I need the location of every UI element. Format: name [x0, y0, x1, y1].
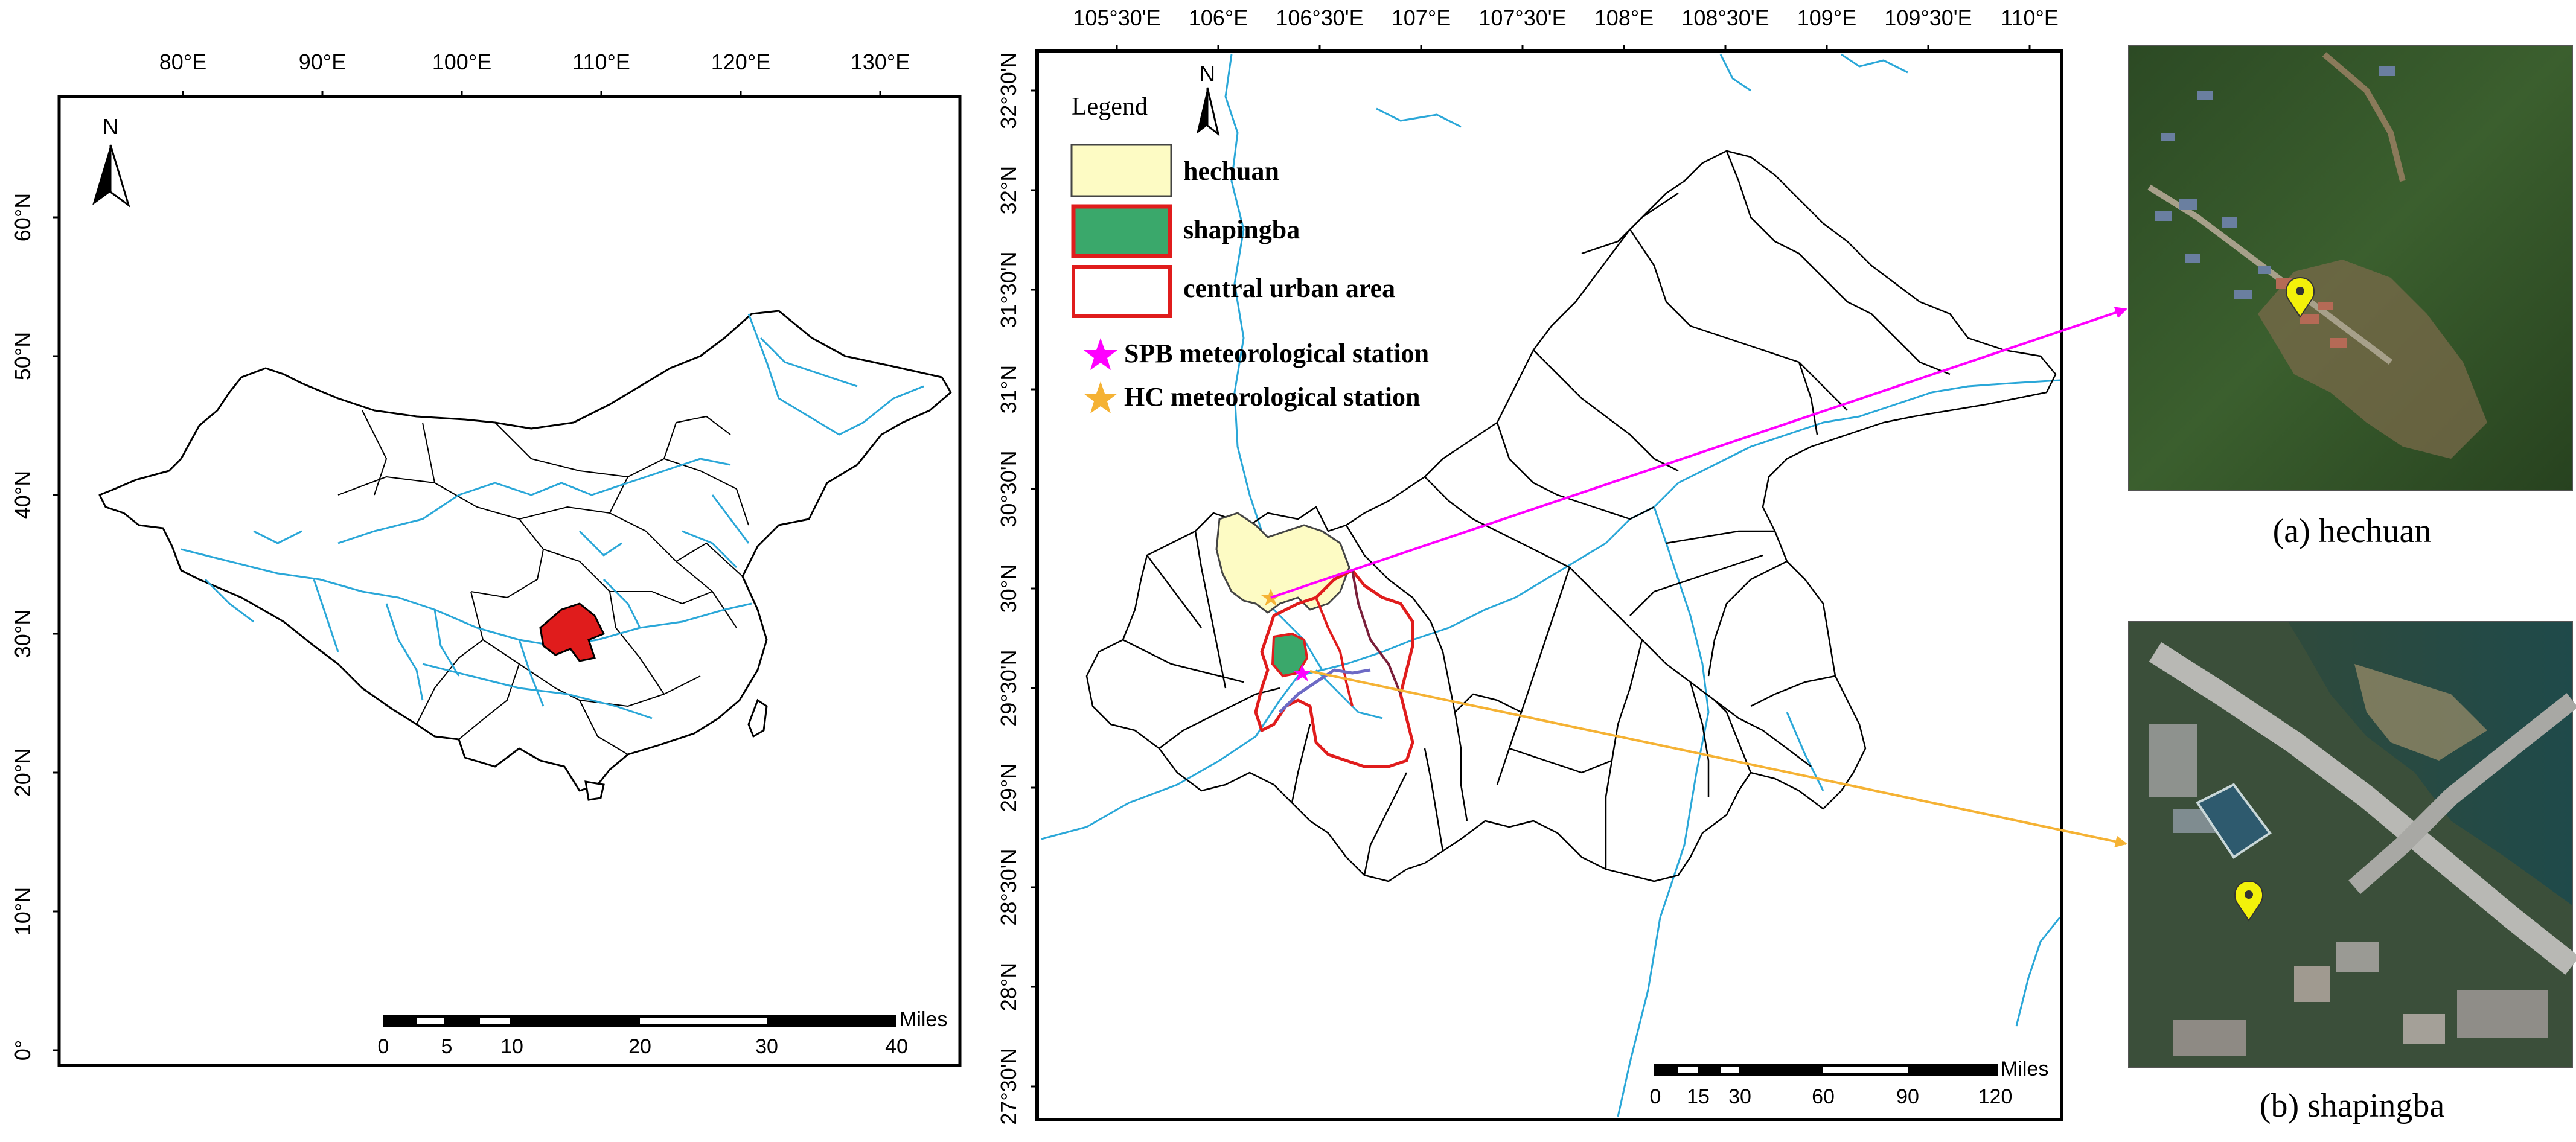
- province-boundaries: [337, 410, 749, 755]
- central-urban-inner: [1315, 597, 1354, 707]
- caption-shapingba: (b) shapingba: [2259, 1087, 2445, 1124]
- center-lat-tick-0: 32°30'N: [996, 52, 1021, 129]
- center-lon-tick-9: 110°E: [2001, 5, 2059, 30]
- center-lon-tick-6: 108°30'E: [1681, 5, 1769, 30]
- left-lat-tick-5: 50°N: [10, 332, 35, 380]
- hechuan-region: [1215, 512, 1350, 614]
- chongqing-districts: [1085, 150, 2057, 882]
- center-lon-tick-marks: [1116, 45, 2031, 51]
- center-lat-tick-8: 28°30'N: [996, 849, 1021, 925]
- photo-a-hechuan: [2128, 45, 2573, 491]
- center-map: 105°30'E 106°E 106°30'E 107°E 107°30'E 1…: [996, 5, 2063, 1125]
- central-urban-inner-2: [1351, 570, 1402, 695]
- left-scale-unit: Miles: [900, 1008, 947, 1031]
- center-lat-tick-10: 27°30'N: [996, 1048, 1021, 1124]
- spb-arrow: [1270, 307, 2127, 599]
- legend-label-shapingba: shapingba: [1183, 215, 1300, 244]
- legend-swatch-hechuan: [1070, 144, 1172, 197]
- center-lon-tick-8: 109°30'E: [1884, 5, 1972, 30]
- center-lat-tick-marks: [1031, 89, 1037, 1088]
- center-lon-tick-2: 106°30'E: [1276, 5, 1363, 30]
- legend-hc-star-icon: [1084, 381, 1117, 413]
- legend-label-spb: SPB meteorological station: [1124, 339, 1429, 368]
- left-scale-label-4: 30: [755, 1035, 778, 1058]
- center-lat-tick-5: 30°N: [996, 564, 1021, 613]
- spb-station-icon: [1293, 664, 1312, 681]
- left-lat-tick-4: 40°N: [10, 471, 35, 519]
- left-north-arrow-icon: N: [92, 114, 130, 208]
- legend-title: Legend: [1072, 93, 1148, 121]
- china-rivers: [181, 313, 924, 719]
- left-lat-tick-2: 20°N: [10, 748, 35, 797]
- chongqing-highlight: [539, 602, 606, 662]
- center-lat-tick-2: 31°30'N: [996, 251, 1021, 328]
- taiwan-outline: [747, 698, 768, 738]
- left-scale-label-2: 10: [500, 1035, 523, 1058]
- center-lon-tick-1: 106°E: [1189, 5, 1248, 30]
- left-lon-tick-1: 90°E: [299, 49, 346, 74]
- legend-swatch-central-urban: [1072, 265, 1172, 318]
- left-lat-tick-3: 30°N: [10, 610, 35, 658]
- left-lon-tick-5: 130°E: [851, 49, 910, 74]
- legend-label-central-urban: central urban area: [1183, 273, 1395, 303]
- left-lat-tick-0: 0°: [10, 1040, 35, 1061]
- center-lat-tick-7: 29°N: [996, 764, 1021, 812]
- central-urban-river: [1279, 668, 1371, 713]
- left-map: 80°E 90°E 100°E 110°E 120°E 130°E 0° 10°…: [10, 49, 962, 1067]
- legend-label-hc: HC meteorological station: [1124, 382, 1420, 412]
- center-lat-tick-3: 31°N: [996, 365, 1021, 413]
- hainan-outline: [584, 780, 605, 801]
- center-lat-tick-9: 28°N: [996, 963, 1021, 1011]
- photo-b-shapingba: [2128, 621, 2576, 1068]
- center-scale-label-2: 30: [1728, 1085, 1751, 1108]
- center-map-frame: [1035, 49, 2063, 1121]
- left-scale-label-0: 0: [378, 1035, 389, 1058]
- hechuan-location-marker-icon: [2285, 276, 2315, 318]
- shapingba-location-marker-icon: [2234, 880, 2264, 922]
- center-scale-label-1: 15: [1687, 1085, 1710, 1108]
- left-lon-tick-3: 110°E: [572, 49, 630, 74]
- caption-hechuan: (a) hechuan: [2272, 512, 2432, 550]
- left-scale-label-3: 20: [628, 1035, 651, 1058]
- left-lon-ticks: [182, 91, 881, 97]
- left-scale-bar: Miles 0 5 10 20 30 40: [378, 1008, 948, 1058]
- center-lon-tick-4: 107°30'E: [1478, 5, 1566, 30]
- center-lon-tick-7: 109°E: [1797, 5, 1856, 30]
- left-lat-tick-1: 10°N: [10, 887, 35, 936]
- left-north-label: N: [103, 114, 118, 139]
- left-lon-tick-0: 80°E: [159, 49, 206, 74]
- hc-arrow: [1309, 670, 2127, 848]
- center-lat-tick-4: 30°30'N: [996, 450, 1021, 527]
- left-scale-label-5: 40: [885, 1035, 908, 1058]
- left-scale-label-1: 5: [441, 1035, 453, 1058]
- center-scale-label-3: 60: [1812, 1085, 1835, 1108]
- center-north-label: N: [1200, 62, 1215, 86]
- center-scale-unit: Miles: [2001, 1057, 2048, 1080]
- legend-label-hechuan: hechuan: [1183, 156, 1279, 186]
- china-outline: [98, 310, 952, 792]
- legend-spb-star-icon: [1084, 338, 1117, 370]
- center-lat-tick-1: 32°N: [996, 166, 1021, 214]
- center-scale-label-0: 0: [1650, 1085, 1661, 1108]
- center-scale-bar: Miles 0 15 30 60 90 120: [1650, 1057, 2049, 1108]
- center-north-arrow-icon: N: [1197, 62, 1220, 136]
- center-lon-tick-5: 108°E: [1594, 5, 1654, 30]
- center-lon-tick-0: 105°30'E: [1073, 5, 1160, 30]
- left-lon-tick-2: 100°E: [432, 49, 491, 74]
- legend: Legend hechuan shapingba central urban a…: [1070, 93, 1429, 413]
- central-urban-area: [1254, 569, 1414, 768]
- left-lon-tick-4: 120°E: [711, 49, 770, 74]
- center-scale-label-4: 90: [1896, 1085, 1919, 1108]
- center-lon-tick-3: 107°E: [1392, 5, 1451, 30]
- left-lat-tick-marks: [53, 216, 59, 1051]
- left-lat-tick-6: 60°N: [10, 193, 35, 241]
- center-scale-label-5: 120: [1978, 1085, 2013, 1108]
- center-lat-tick-6: 29°30'N: [996, 649, 1021, 726]
- legend-swatch-shapingba: [1071, 204, 1172, 258]
